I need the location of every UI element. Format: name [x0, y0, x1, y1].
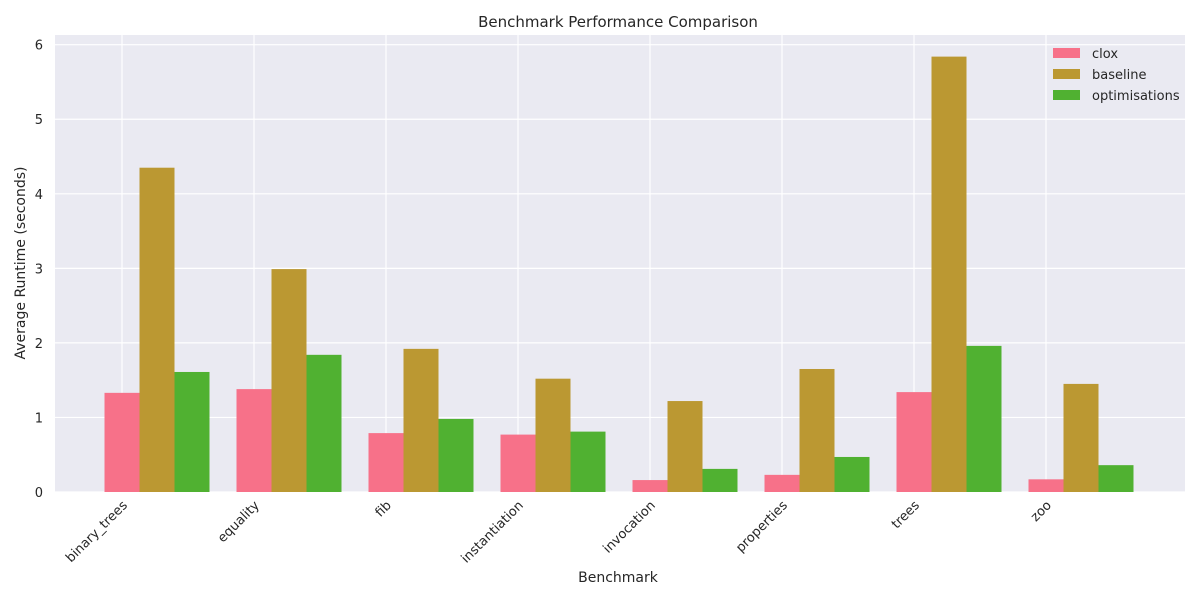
- x-axis-label: Benchmark: [578, 570, 659, 586]
- chart-title: Benchmark Performance Comparison: [478, 13, 758, 31]
- x-tick-label: binary_trees: [63, 498, 131, 566]
- y-tick-label: 0: [35, 486, 43, 501]
- bar-baseline-fib: [403, 348, 439, 492]
- bar-clox-fib: [368, 433, 404, 492]
- bar-optimisations-binary_trees: [174, 371, 210, 492]
- bar-optimisations-fib: [438, 418, 474, 492]
- y-tick-label: 6: [35, 39, 43, 54]
- bar-clox-binary_trees: [104, 392, 140, 492]
- bar-optimisations-instantiation: [570, 431, 606, 492]
- x-tick-label: invocation: [600, 498, 658, 556]
- bar-baseline-equality: [271, 269, 307, 492]
- bar-baseline-instantiation: [535, 378, 571, 492]
- bar-clox-zoo: [1028, 479, 1064, 492]
- bar-optimisations-equality: [306, 354, 342, 492]
- bar-baseline-binary_trees: [139, 167, 175, 492]
- bar-baseline-trees: [931, 56, 967, 492]
- bar-baseline-properties: [799, 368, 835, 492]
- y-tick-label: 5: [35, 113, 43, 128]
- plot-area: [55, 35, 1185, 492]
- legend-label-clox: clox: [1092, 47, 1118, 62]
- bar-clox-instantiation: [500, 434, 536, 492]
- bar-optimisations-properties: [834, 456, 870, 492]
- x-tick-label: zoo: [1028, 498, 1055, 525]
- bar-optimisations-zoo: [1098, 465, 1134, 492]
- y-tick-labels: 0 1 2 3 4 5 6: [35, 39, 43, 501]
- y-axis-label: Average Runtime (seconds): [13, 166, 29, 359]
- legend-swatch-clox: [1053, 48, 1080, 58]
- y-tick-label: 2: [35, 337, 43, 352]
- bars: [104, 56, 1134, 492]
- y-tick-label: 4: [35, 188, 43, 203]
- bar-baseline-zoo: [1063, 383, 1099, 492]
- legend-label-optimisations: optimisations: [1092, 89, 1180, 104]
- y-tick-label: 1: [35, 411, 43, 426]
- legend-swatch-optimisations: [1053, 90, 1080, 100]
- x-tick-label: properties: [733, 498, 791, 556]
- x-tick-label: fib: [373, 498, 395, 520]
- bar-baseline-invocation: [667, 401, 703, 492]
- bar-optimisations-invocation: [702, 468, 738, 492]
- bar-clox-invocation: [632, 480, 668, 492]
- x-tick-label: instantiation: [459, 498, 527, 566]
- x-tick-label: equality: [215, 498, 263, 546]
- bar-clox-properties: [764, 474, 800, 492]
- y-tick-label: 3: [35, 262, 43, 277]
- x-tick-labels: binary_trees equality fib instantiation invo…: [63, 498, 1055, 566]
- legend: clox baseline optimisations: [1053, 47, 1180, 104]
- bar-clox-equality: [236, 389, 272, 492]
- bar-optimisations-trees: [966, 345, 1002, 492]
- x-tick-label: trees: [889, 498, 923, 532]
- bar-clox-trees: [896, 392, 932, 492]
- legend-label-baseline: baseline: [1092, 68, 1146, 83]
- legend-swatch-baseline: [1053, 69, 1080, 79]
